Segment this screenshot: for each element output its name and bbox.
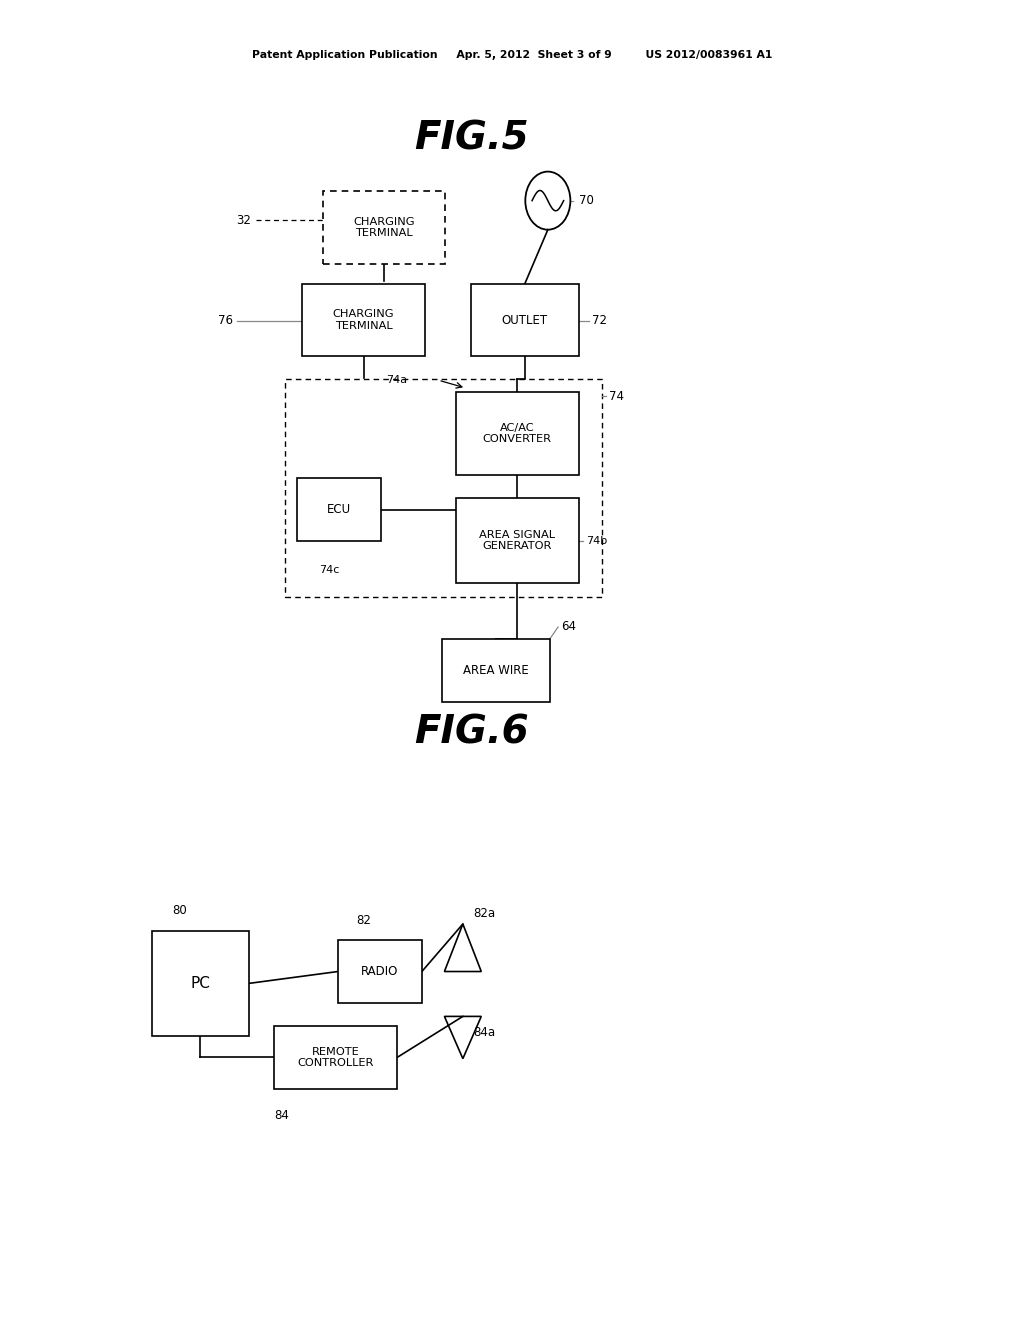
Text: 74c: 74c [319,565,340,576]
FancyBboxPatch shape [297,478,381,541]
FancyBboxPatch shape [456,392,579,475]
Text: 80: 80 [172,904,186,917]
FancyBboxPatch shape [302,284,425,356]
Text: 64: 64 [561,620,577,634]
FancyBboxPatch shape [152,931,249,1036]
Text: 84a: 84a [473,1026,496,1039]
Text: 74b: 74b [586,536,607,546]
Text: AC/AC
CONVERTER: AC/AC CONVERTER [482,422,552,445]
Text: RADIO: RADIO [361,965,398,978]
Text: 74a: 74a [386,375,408,385]
Text: 70: 70 [579,194,594,207]
Text: 82a: 82a [473,907,496,920]
Text: AREA SIGNAL
GENERATOR: AREA SIGNAL GENERATOR [479,529,555,552]
Text: AREA WIRE: AREA WIRE [463,664,529,677]
FancyBboxPatch shape [338,940,422,1003]
FancyBboxPatch shape [274,1026,397,1089]
FancyBboxPatch shape [456,498,579,583]
Text: 76: 76 [218,314,233,327]
Text: ECU: ECU [327,503,351,516]
Text: PC: PC [190,975,210,991]
Text: Patent Application Publication     Apr. 5, 2012  Sheet 3 of 9         US 2012/00: Patent Application Publication Apr. 5, 2… [252,50,772,61]
Text: OUTLET: OUTLET [502,314,548,326]
Text: CHARGING
TERMINAL: CHARGING TERMINAL [333,309,394,331]
Text: FIG.6: FIG.6 [414,714,528,751]
Text: REMOTE
CONTROLLER: REMOTE CONTROLLER [298,1047,374,1068]
Text: 84: 84 [274,1109,290,1122]
Text: 72: 72 [592,314,607,327]
FancyBboxPatch shape [442,639,550,702]
Text: 32: 32 [236,214,251,227]
FancyBboxPatch shape [471,284,579,356]
Text: 74: 74 [609,389,625,403]
Text: FIG.5: FIG.5 [414,120,528,157]
Text: CHARGING
TERMINAL: CHARGING TERMINAL [353,216,415,239]
Text: 82: 82 [356,913,371,927]
FancyBboxPatch shape [323,191,445,264]
